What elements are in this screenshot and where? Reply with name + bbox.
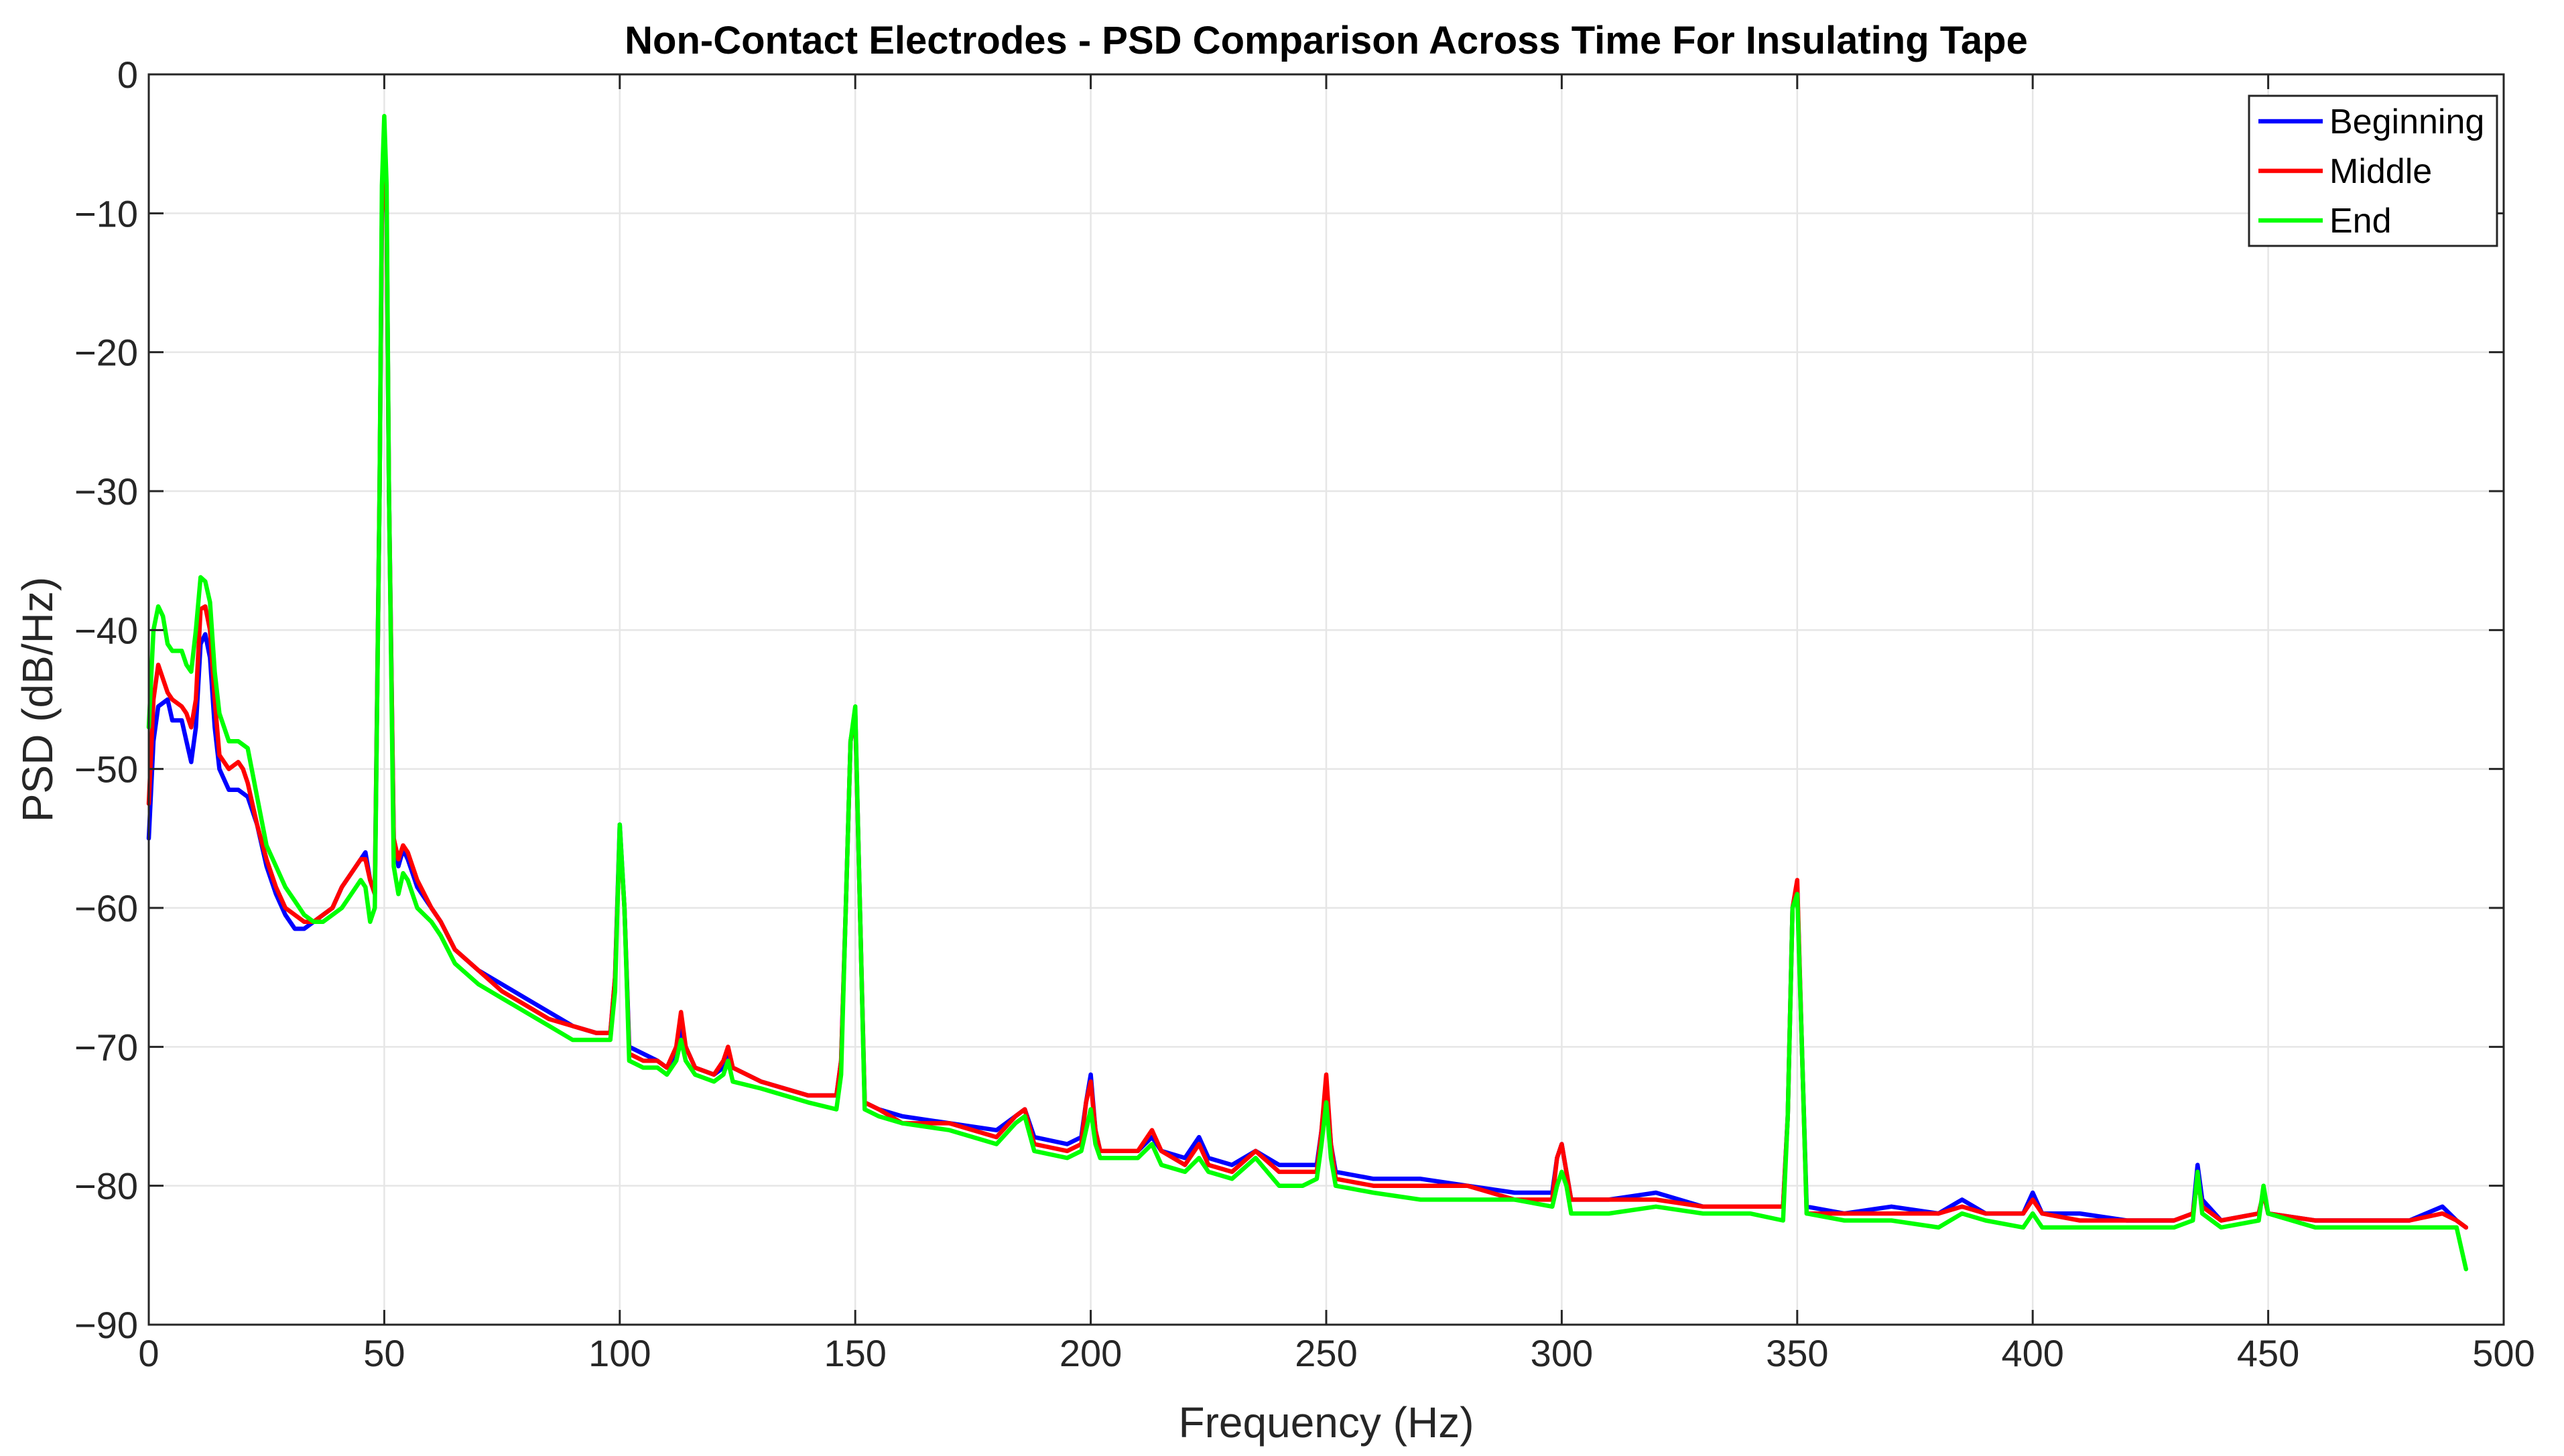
y-tick-label: −40 (74, 609, 138, 651)
y-tick-label: −80 (74, 1165, 138, 1207)
x-tick-label: 500 (2472, 1332, 2535, 1374)
x-tick-label: 0 (138, 1332, 159, 1374)
grid (149, 74, 2504, 1325)
y-tick-label: −20 (74, 332, 138, 374)
x-tick-label: 250 (1295, 1332, 1357, 1374)
y-tick-label: −10 (74, 192, 138, 235)
legend-label-middle: Middle (2329, 152, 2432, 191)
legend-label-end: End (2329, 202, 2392, 241)
y-tick-label: −70 (74, 1026, 138, 1068)
x-tick-label: 150 (824, 1332, 886, 1374)
y-tick-label: 0 (117, 54, 138, 96)
y-tick-label: −60 (74, 887, 138, 929)
x-tick-label: 50 (363, 1332, 405, 1374)
x-tick-label: 400 (2001, 1332, 2063, 1374)
x-tick-label: 450 (2237, 1332, 2299, 1374)
y-tick-label: −30 (74, 470, 138, 513)
x-tick-label: 200 (1060, 1332, 1122, 1374)
y-tick-label: −90 (74, 1304, 138, 1346)
x-tick-label: 300 (1531, 1332, 1593, 1374)
ticks: 0 50 100 150 200 250 300 350 400 450 500 0 −10 −20 −30… (74, 54, 2535, 1374)
x-tick-label: 350 (1766, 1332, 1828, 1374)
series-line-end (146, 113, 2469, 1272)
series-lines (146, 113, 2469, 1272)
chart-title: Non-Contact Electrodes - PSD Comparison … (625, 19, 2028, 62)
legend-label-beginning: Beginning (2329, 103, 2484, 141)
x-axis-label: Frequency (Hz) (1179, 1398, 1474, 1447)
legend: Beginning Middle End (2248, 94, 2498, 247)
x-tick-label: 100 (588, 1332, 651, 1374)
y-tick-label: −50 (74, 748, 138, 791)
y-axis-label: PSD (dB/Hz) (13, 577, 62, 822)
